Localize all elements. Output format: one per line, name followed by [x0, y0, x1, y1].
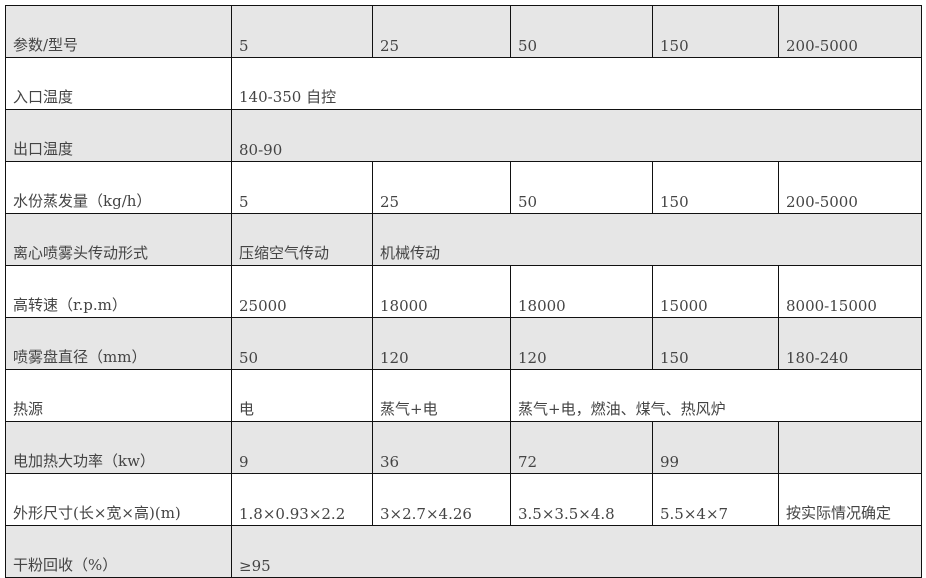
table-row: 入口温度 140-350 自控 [5, 57, 922, 110]
table-cell: 120 [510, 317, 653, 370]
table-cell: 5 [231, 161, 373, 214]
table-cell: 3×2.7×4.26 [372, 473, 511, 526]
table-cell: 200-5000 [778, 161, 922, 214]
table-row: 热源电蒸气+电 蒸气+电，燃油、煤气、热风炉 [5, 369, 922, 422]
table-cell: 1.8×0.93×2.2 [231, 473, 373, 526]
table-cell: 50 [510, 161, 653, 214]
table-row: 水份蒸发量（kg/h） 5 25 50 150 200-5000 [5, 161, 922, 214]
table-cell: ≥95 [231, 525, 922, 578]
row-label: 电加热大功率（kw） [5, 421, 232, 474]
table-cell: 36 [372, 421, 511, 474]
table-row: 出口温度 80-90 [5, 109, 922, 162]
table-cell: 机械传动 [372, 213, 922, 266]
row-label: 入口温度 [5, 57, 232, 110]
table-row: 喷雾盘直径（mm） 50 120 120 150 180-240 [5, 317, 922, 370]
table-cell: 50 [231, 317, 373, 370]
table-cell: 18000 [372, 265, 511, 318]
row-label: 参数/型号 [5, 5, 232, 58]
table-row: 电加热大功率（kw） 9 36 72 99 [5, 421, 922, 474]
table-cell: 99 [652, 421, 779, 474]
row-label: 水份蒸发量（kg/h） [5, 161, 232, 214]
table-cell: 5.5×4×7 [652, 473, 779, 526]
table-cell: 25 [372, 161, 511, 214]
table-cell: 18000 [510, 265, 653, 318]
table-cell: 8000-15000 [778, 265, 922, 318]
table-cell: 电 [231, 369, 373, 422]
table-row: 干粉回收（%） ≥95 [5, 525, 922, 578]
table-row: 高转速（r.p.m） 25000 18000 18000 15000 8000-15000 [5, 265, 922, 318]
table-cell: 150 [652, 161, 779, 214]
table-cell: 72 [510, 421, 653, 474]
row-label: 喷雾盘直径（mm） [5, 317, 232, 370]
row-label: 外形尺寸(长×宽×高)(m) [5, 473, 232, 526]
row-label: 离心喷雾头传动形式 [5, 213, 232, 266]
table-cell: 蒸气+电，燃油、煤气、热风炉 [510, 369, 922, 422]
table-cell: 蒸气+电 [372, 369, 511, 422]
table-cell [778, 421, 922, 474]
row-label: 高转速（r.p.m） [5, 265, 232, 318]
table-cell: 150 [652, 317, 779, 370]
table-cell: 15000 [652, 265, 779, 318]
row-label: 出口温度 [5, 109, 232, 162]
table-cell: 80-90 [231, 109, 922, 162]
table-cell: 180-240 [778, 317, 922, 370]
row-label: 干粉回收（%） [5, 525, 232, 578]
table-cell: 50 [510, 5, 653, 58]
table-cell: 9 [231, 421, 373, 474]
table-cell: 140-350 自控 [231, 57, 922, 110]
spec-table: 参数/型号 5 25 50 150 200-5000 入口温度 140-350 自控 出口温度 8… [5, 5, 922, 578]
row-label: 热源 [5, 369, 232, 422]
table-cell: 150 [652, 5, 779, 58]
table-cell: 压缩空气传动 [231, 213, 373, 266]
table-cell: 120 [372, 317, 511, 370]
table-cell: 25000 [231, 265, 373, 318]
table-row: 离心喷雾头传动形式 压缩空气传动 机械传动 [5, 213, 922, 266]
table-cell: 200-5000 [778, 5, 922, 58]
table-cell: 按实际情况确定 [778, 473, 922, 526]
table-cell: 3.5×3.5×4.8 [510, 473, 653, 526]
table-cell: 5 [231, 5, 373, 58]
table-row: 外形尺寸(长×宽×高)(m) 1.8×0.93×2.2 3×2.7×4.26 3.5×… [5, 473, 922, 526]
table-cell: 25 [372, 5, 511, 58]
table-row: 参数/型号 5 25 50 150 200-5000 [5, 5, 922, 58]
